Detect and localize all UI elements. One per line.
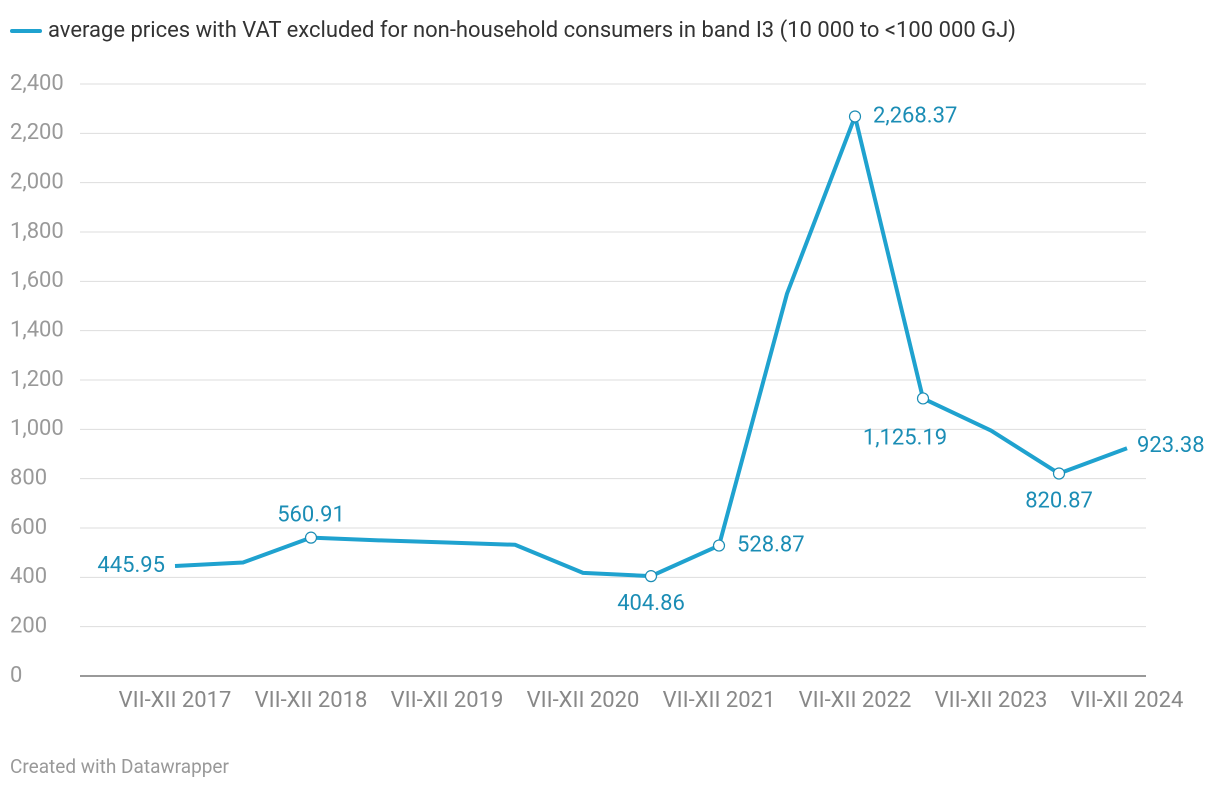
y-tick-label: 1,400: [10, 317, 64, 342]
legend-label: average prices with VAT excluded for non…: [48, 18, 1016, 43]
y-tick-label: 1,000: [10, 416, 64, 441]
y-tick-label: 2,200: [10, 120, 64, 145]
value-label: 528.87: [737, 532, 805, 557]
value-label: 2,268.37: [873, 103, 957, 128]
y-tick-label: 600: [10, 515, 47, 540]
y-tick-label: 400: [10, 564, 47, 589]
x-tick-label: VII-XII 2022: [799, 688, 912, 713]
point-marker: [848, 110, 862, 123]
value-label: 923.38: [1137, 433, 1205, 458]
y-tick-label: 200: [10, 613, 47, 638]
point-marker: [916, 392, 930, 405]
x-tick-label: VII-XII 2019: [391, 688, 504, 713]
y-tick-label: 1,200: [10, 367, 64, 392]
value-label: 1,125.19: [863, 425, 947, 450]
x-tick-label: VII-XII 2021: [663, 688, 776, 713]
point-marker: [712, 539, 726, 552]
value-label: 445.95: [97, 553, 165, 578]
y-tick-label: 2,400: [10, 71, 64, 96]
value-label: 820.87: [1025, 488, 1093, 513]
y-tick-label: 0: [10, 663, 22, 688]
y-tick-label: 1,600: [10, 268, 64, 293]
x-tick-label: VII-XII 2018: [255, 688, 368, 713]
y-tick-label: 2,000: [10, 169, 64, 194]
point-marker: [1052, 467, 1066, 480]
y-tick-label: 800: [10, 465, 47, 490]
x-tick-label: VII-XII 2023: [935, 688, 1048, 713]
y-tick-label: 1,800: [10, 219, 64, 244]
footer: Created with Datawrapper: [10, 755, 229, 778]
value-label: 560.91: [277, 502, 345, 527]
x-tick-label: VII-XII 2024: [1071, 688, 1184, 713]
value-label: 404.86: [617, 591, 685, 616]
x-tick-label: VII-XII 2017: [119, 688, 232, 713]
x-tick-label: VII-XII 2020: [527, 688, 640, 713]
point-marker: [644, 570, 658, 583]
point-marker: [304, 531, 318, 544]
